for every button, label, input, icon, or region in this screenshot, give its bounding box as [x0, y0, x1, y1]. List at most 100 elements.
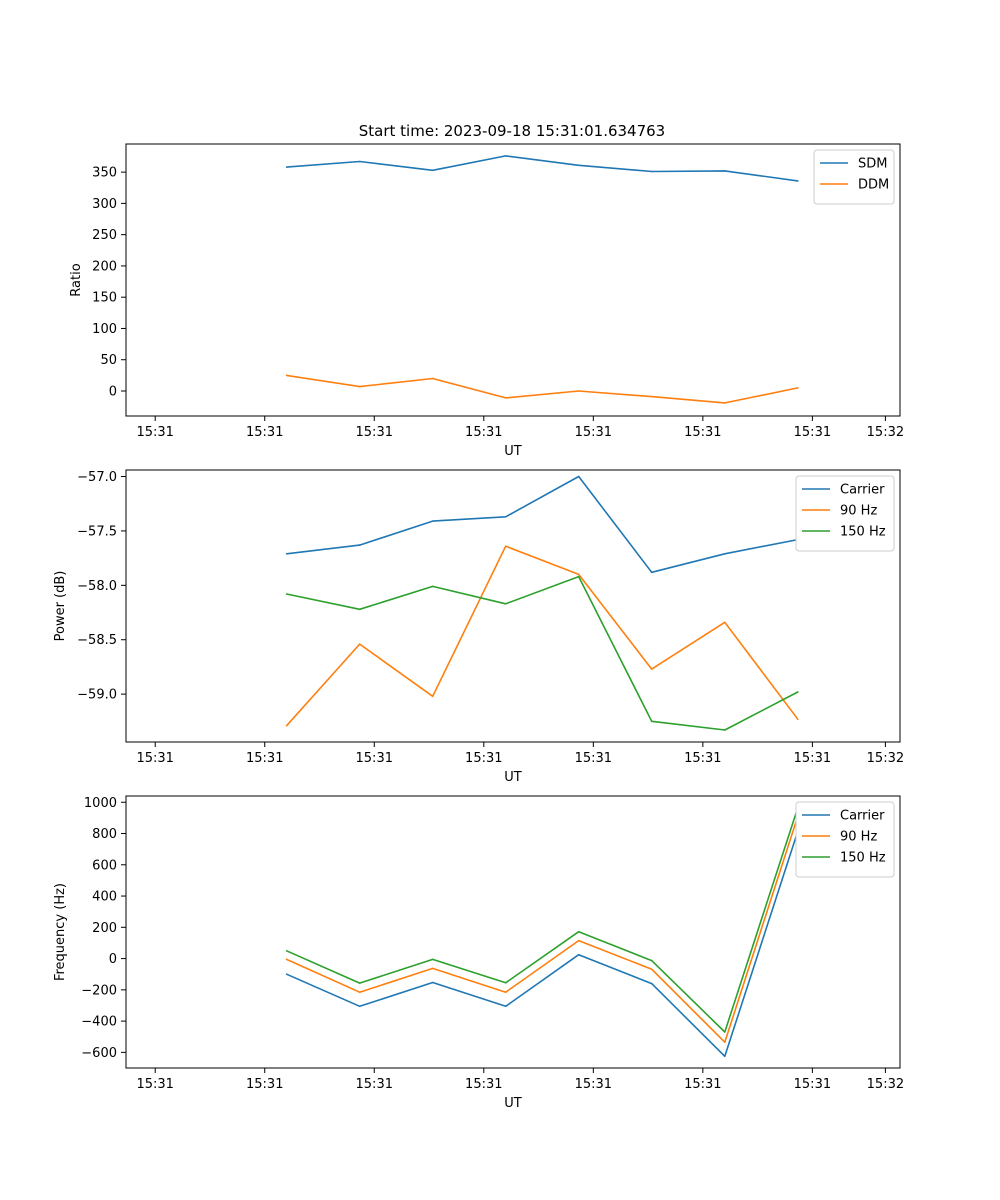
data-point	[285, 593, 288, 595]
data-point	[285, 949, 288, 952]
series-line-150-hz	[286, 807, 799, 1033]
data-point	[577, 575, 580, 578]
x-tick-label: 15:31	[465, 425, 502, 440]
y-tick-label: −58.0	[77, 579, 117, 594]
data-point	[431, 695, 434, 698]
y-tick-label: 300	[92, 197, 117, 212]
x-tick-label: 15:31	[794, 425, 831, 440]
data-point	[285, 724, 288, 727]
data-point	[577, 390, 580, 392]
legend-label: SDM	[858, 157, 887, 172]
y-tick-label: −59.0	[77, 688, 117, 703]
data-point	[358, 385, 361, 388]
x-tick-label: 15:32	[867, 1077, 904, 1092]
series-line-90-hz	[286, 545, 799, 727]
data-point	[358, 1005, 361, 1008]
data-point	[285, 958, 288, 961]
x-tick-label: 15:31	[136, 425, 173, 440]
series-line-sdm	[286, 155, 798, 182]
data-point	[723, 1055, 726, 1058]
data-point	[285, 552, 288, 555]
data-point	[358, 608, 361, 611]
data-point	[577, 475, 580, 478]
data-point	[504, 515, 507, 518]
data-point	[723, 729, 726, 731]
series-line-carrier	[286, 475, 798, 574]
data-point	[431, 981, 434, 984]
data-point	[431, 967, 434, 970]
series-line-ddm	[286, 374, 798, 404]
data-point	[358, 643, 361, 645]
y-axis-label: Power (dB)	[53, 571, 68, 642]
x-tick-label: 15:31	[465, 751, 502, 766]
x-tick-label: 15:31	[465, 1077, 502, 1092]
data-point	[431, 585, 434, 588]
data-point	[723, 402, 726, 404]
x-tick-label: 15:31	[356, 751, 393, 766]
data-point	[431, 377, 434, 380]
y-tick-label: 150	[92, 291, 117, 306]
x-tick-label: 15:31	[684, 751, 721, 766]
x-axis-label: UT	[504, 770, 522, 785]
y-tick-label: 250	[92, 228, 117, 243]
y-tick-label: 350	[92, 166, 117, 181]
legend-label: 150 Hz	[840, 851, 886, 866]
data-point	[504, 991, 507, 993]
data-point	[504, 603, 507, 605]
y-tick-label: 400	[92, 890, 117, 905]
data-point	[285, 166, 288, 168]
subplots: 15:31 15:31 15:31 15:31 15:31 15:31 15:31 15:32…	[53, 143, 904, 1111]
y-tick-label: −600	[81, 1046, 117, 1061]
y-tick-label: −57.5	[77, 524, 117, 539]
data-point	[650, 170, 653, 173]
data-point	[723, 552, 726, 555]
data-point	[723, 621, 726, 624]
data-point	[650, 982, 653, 985]
x-axis-label: UT	[504, 444, 522, 459]
y-tick-label: −200	[81, 983, 117, 998]
y-axis-label: Ratio	[69, 263, 84, 296]
legend: Carrier 90 Hz 150 Hz	[795, 801, 895, 878]
data-point	[358, 982, 361, 984]
data-point	[285, 973, 288, 976]
series-line-90-hz	[286, 816, 799, 1043]
data-point	[796, 387, 799, 389]
data-point	[504, 397, 507, 399]
x-tick-label: 15:31	[136, 1077, 173, 1092]
data-point	[577, 953, 580, 956]
legend-box	[795, 475, 895, 552]
x-tick-label: 15:31	[575, 1077, 612, 1092]
figure-title: Start time: 2023-09-18 15:31:01.634763	[359, 122, 665, 140]
data-point	[504, 1005, 507, 1008]
y-tick-label: 600	[92, 858, 117, 873]
series-line-carrier	[286, 830, 799, 1058]
data-point	[431, 958, 434, 961]
legend-box	[795, 801, 895, 878]
data-point	[723, 1031, 726, 1033]
legend: SDM DDM	[813, 149, 895, 205]
x-tick-label: 15:31	[684, 425, 721, 440]
subplot-1: 15:31 15:31 15:31 15:31 15:31 15:31 15:31 15:32…	[69, 143, 904, 459]
legend-label: 90 Hz	[840, 504, 877, 519]
data-point	[431, 169, 434, 172]
data-point	[358, 160, 361, 163]
y-tick-label: 800	[92, 827, 117, 842]
y-tick-label: 0	[109, 952, 117, 967]
x-tick-label: 15:31	[575, 425, 612, 440]
data-point	[650, 395, 653, 398]
x-tick-label: 15:31	[246, 425, 283, 440]
data-point	[650, 571, 653, 574]
x-tick-label: 15:31	[136, 751, 173, 766]
data-point	[650, 968, 653, 971]
y-tick-label: 200	[92, 259, 117, 274]
y-tick-label: 100	[92, 322, 117, 337]
x-axis-label: UT	[504, 1096, 522, 1111]
data-point	[723, 170, 726, 172]
y-tick-label: −400	[81, 1015, 117, 1030]
x-tick-label: 15:31	[246, 1077, 283, 1092]
x-tick-label: 15:32	[867, 425, 904, 440]
data-point	[796, 180, 799, 182]
data-point	[577, 164, 580, 167]
data-point	[358, 544, 361, 546]
data-point	[650, 720, 653, 723]
